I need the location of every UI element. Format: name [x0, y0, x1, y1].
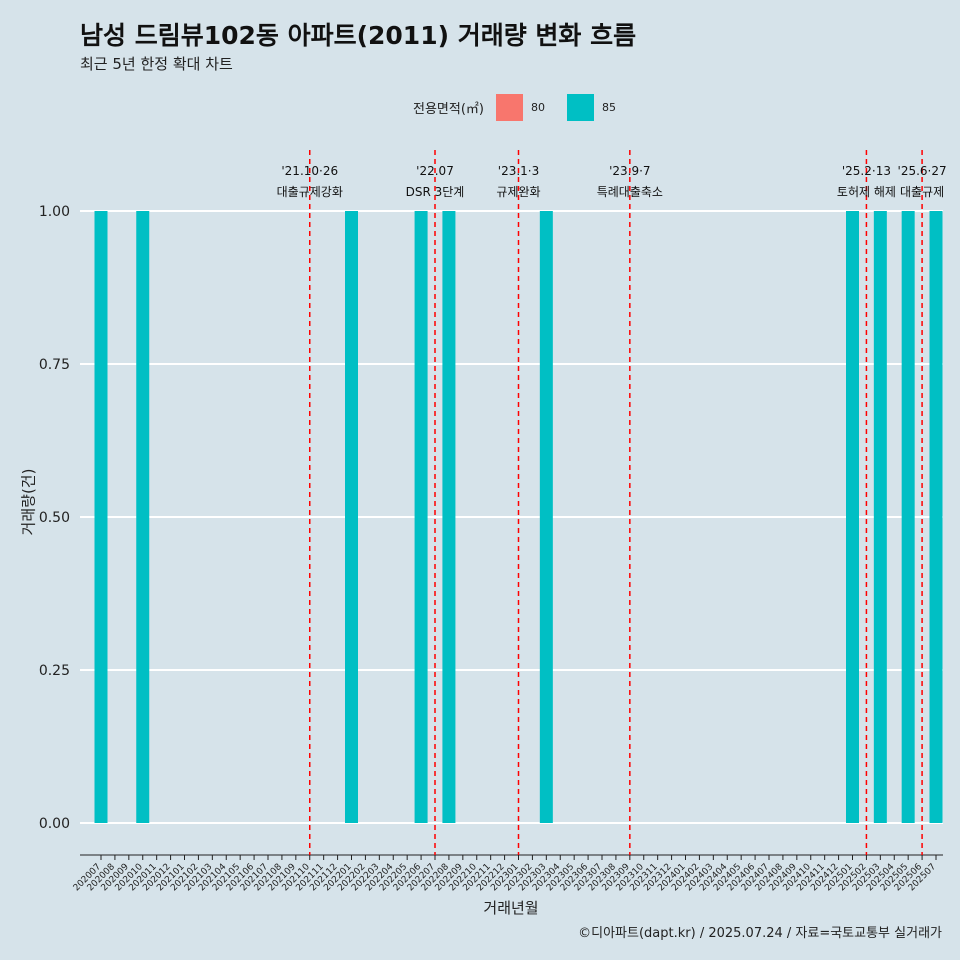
y-tick-label: 1.00	[39, 204, 70, 220]
legend: 전용면적(㎡) 80 85	[413, 92, 638, 122]
y-tick-label: 0.75	[39, 357, 70, 373]
legend-label-85: 85	[601, 100, 616, 114]
event-text-label: DSR 3단계	[406, 185, 465, 199]
event-date-label: '23.9·7	[609, 164, 650, 178]
bar-85-202303	[539, 211, 553, 823]
legend-title: 전용면적(㎡)	[413, 101, 484, 117]
y-tick-label: 0.25	[39, 663, 70, 679]
bar-85-202206	[414, 211, 428, 823]
bar-85-202503	[873, 211, 887, 823]
event-text-label: 특례대출축소	[597, 185, 663, 199]
event-text-label: 토허제 해제	[837, 185, 896, 199]
bar-85-202507	[929, 211, 943, 823]
event-text-label: 대출규제강화	[277, 185, 343, 199]
bar-85-202007	[94, 211, 108, 823]
x-axis-label: 거래년월	[483, 899, 539, 917]
legend-swatch-85	[566, 93, 594, 121]
bar-85-202501	[846, 211, 859, 823]
bar-85-202208	[442, 211, 456, 823]
event-text-label: 대출규제	[900, 185, 944, 199]
event-date-label: '22.07	[416, 164, 454, 178]
event-date-label: '21.10·26	[281, 164, 338, 178]
legend-swatch-80	[495, 93, 523, 121]
bar-85-202010	[136, 211, 150, 823]
bar-85-202201	[345, 211, 358, 823]
y-tick-label: 0.50	[39, 510, 70, 526]
chart-title: 남성 드림뷰102동 아파트(2011) 거래량 변화 흐름	[80, 21, 637, 50]
legend-item-80: 80	[495, 93, 559, 121]
chart-subtitle: 최근 5년 한정 확대 차트	[80, 55, 233, 73]
event-date-label: '23.1·3	[498, 164, 539, 178]
event-date-label: '25.6·27	[898, 164, 947, 178]
event-text-label: 규제완화	[496, 185, 540, 199]
y-tick-label: 0.00	[39, 816, 70, 832]
bar-85-202505	[901, 211, 915, 823]
source-caption: ©디아파트(dapt.kr) / 2025.07.24 / 자료=국토교통부 실…	[578, 926, 942, 941]
event-date-label: '25.2·13	[842, 164, 891, 178]
legend-label-80: 80	[530, 100, 545, 114]
legend-item-85: 85	[566, 93, 630, 121]
